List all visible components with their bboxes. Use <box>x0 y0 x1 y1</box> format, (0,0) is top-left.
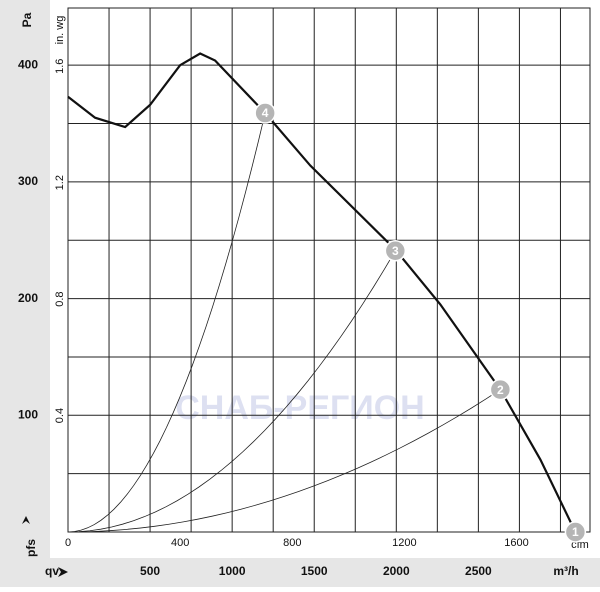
system-curve <box>67 250 396 533</box>
left-band <box>0 0 50 587</box>
x2-tick-label: 400 <box>171 537 189 549</box>
x-label: m³/h <box>553 564 578 578</box>
y2-tick-label: 1.2 <box>54 175 66 190</box>
x-tick-label: 1500 <box>301 564 328 578</box>
point-label: 4 <box>262 106 269 120</box>
x2-tick-label: 1600 <box>504 537 528 549</box>
operating-point <box>384 239 407 262</box>
x-tick-label: 2000 <box>383 564 410 578</box>
operating-point <box>489 378 512 401</box>
arrow <box>58 567 68 577</box>
watermark: СНАБ-РЕГИОН <box>175 389 425 427</box>
y-tick-label: 300 <box>18 174 38 188</box>
y-tick-label: 400 <box>18 57 38 71</box>
y-symbol: pfs <box>24 539 38 557</box>
x-symbol: qv <box>45 564 59 578</box>
x-tick-label: 500 <box>140 564 160 578</box>
operating-point <box>564 521 587 543</box>
system-curve <box>67 112 266 533</box>
operating-point <box>254 102 276 124</box>
point-label: 3 <box>392 244 399 258</box>
arrow <box>22 516 30 524</box>
plot-frame <box>67 7 591 533</box>
y2-tick-label: 0.4 <box>54 408 66 423</box>
point-label: 1 <box>572 525 579 539</box>
x2-tick-label: 800 <box>283 537 301 549</box>
point-label: 2 <box>497 383 504 397</box>
y-tick-label: 200 <box>18 291 38 305</box>
x2-tick-label: 1200 <box>392 537 416 549</box>
y-tick-label: 100 <box>18 407 38 421</box>
y2-tick-label: 1.6 <box>54 59 66 74</box>
x-tick-label: 2500 <box>465 564 492 578</box>
bottom-band <box>0 558 600 587</box>
y2-label: in. wg <box>54 16 66 45</box>
x2-tick-label: 0 <box>65 537 71 549</box>
x-tick-label: 1000 <box>219 564 246 578</box>
y2-tick-label: 0.8 <box>54 291 66 306</box>
system-curve <box>67 389 501 533</box>
fan-curve <box>67 52 577 533</box>
y-label: Pa <box>20 12 34 27</box>
